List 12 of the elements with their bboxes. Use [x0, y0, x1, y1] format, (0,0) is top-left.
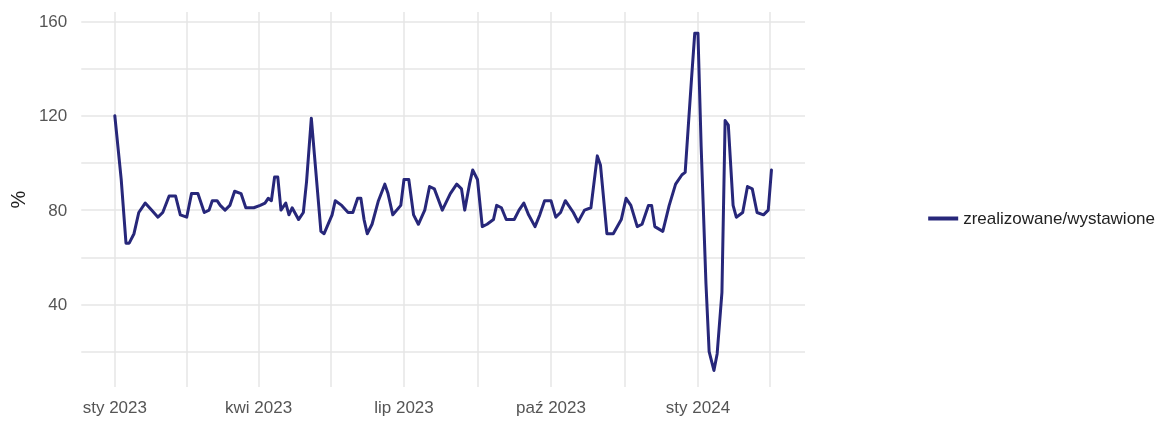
y-tick-label: 120 — [38, 106, 68, 126]
x-tick-label: sty 2023 — [82, 398, 147, 417]
x-tick-label: sty 2024 — [665, 398, 731, 417]
y-tick-label: 80 — [48, 200, 68, 220]
x-tick-label: paź 2023 — [516, 398, 586, 417]
y-tick-label: 160 — [38, 11, 68, 31]
y-tick-label: 40 — [48, 294, 68, 314]
x-tick-label: lip 2023 — [374, 398, 434, 417]
y-axis-title: % — [7, 190, 29, 209]
x-tick-label: kwi 2023 — [225, 398, 293, 417]
line-series — [113, 31, 773, 372]
legend-label: zrealizowane/wystawione — [963, 209, 1156, 228]
